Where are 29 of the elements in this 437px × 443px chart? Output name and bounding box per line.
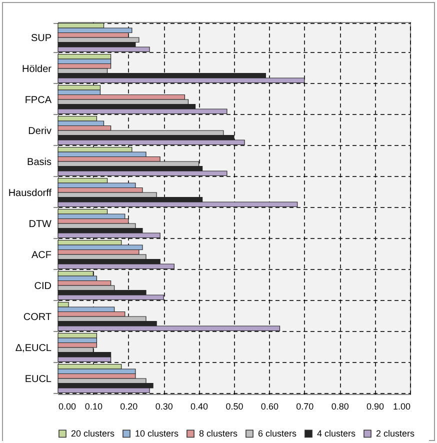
legend-label: 20 clusters bbox=[71, 428, 116, 439]
x-tick-label: 0.90 bbox=[366, 402, 384, 412]
x-tick-label: 0.00 bbox=[58, 402, 76, 412]
y-tick-label: DTW bbox=[28, 219, 52, 230]
x-tick-label: 0.50 bbox=[226, 402, 244, 412]
y-tick-label: SUP bbox=[30, 33, 52, 44]
y-tick-label: ACF bbox=[32, 250, 52, 261]
y-tick-label: Hausdorff bbox=[8, 188, 52, 199]
y-tick-label: Deriv bbox=[28, 126, 52, 137]
x-tick-label: 0.30 bbox=[155, 402, 173, 412]
y-tick-label: CID bbox=[34, 281, 52, 292]
y-tick-label: Hölder bbox=[22, 64, 52, 75]
x-tick-label: 0.80 bbox=[331, 402, 349, 412]
legend-label: 2 clusters bbox=[376, 428, 416, 439]
x-tick-label: 0.40 bbox=[190, 402, 208, 412]
x-tick-label: 0.70 bbox=[296, 402, 314, 412]
x-tick-label: 1.00 bbox=[392, 402, 410, 412]
y-tick-label: Δ,EUCL bbox=[15, 343, 52, 354]
legend-label: 4 clusters bbox=[317, 428, 356, 439]
y-tick-label: Basis bbox=[27, 157, 52, 168]
legend-label: 10 clusters bbox=[135, 428, 180, 439]
legend-label: 6 clusters bbox=[258, 428, 298, 439]
legend-label: 8 clusters bbox=[199, 428, 238, 439]
x-tick-label: 0.20 bbox=[120, 402, 138, 412]
x-tick-label: 0.60 bbox=[260, 402, 278, 412]
y-tick-label: FPCA bbox=[24, 95, 52, 106]
y-tick-label: EUCL bbox=[24, 374, 52, 385]
y-tick-label: CORT bbox=[23, 312, 52, 323]
x-tick-label: 0.10 bbox=[84, 402, 102, 412]
